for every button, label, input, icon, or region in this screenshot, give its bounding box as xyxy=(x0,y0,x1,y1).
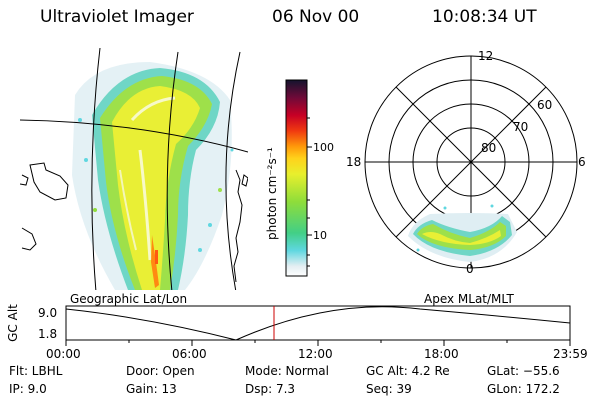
alt-tick-top: 9.0 xyxy=(38,306,58,320)
time-tick-1200: 12:00 xyxy=(298,347,333,361)
mlt-label-6: 6 xyxy=(578,155,586,169)
apex-caption: Apex MLat/MLT xyxy=(424,292,514,306)
aurora-arc-geographic xyxy=(72,62,234,290)
coastline-outlines xyxy=(20,162,248,283)
time-tick-2359: 23:59 xyxy=(553,347,588,361)
gain-info: Gain: 13 xyxy=(126,382,177,396)
mlt-label-18: 18 xyxy=(346,155,361,169)
geographic-image xyxy=(20,47,248,290)
lat-label-60: 60 xyxy=(537,98,552,112)
lat-label-80: 80 xyxy=(481,141,496,155)
time-tick-1800: 18:00 xyxy=(424,347,459,361)
color-bar xyxy=(285,79,312,277)
ip-info: IP: 9.0 xyxy=(9,382,47,396)
aurora-oval-polar xyxy=(408,204,517,262)
altitude-plot xyxy=(65,305,571,346)
colorbar-unit-label: photon cm⁻²s⁻¹ xyxy=(265,147,279,240)
door-info: Door: Open xyxy=(126,364,195,378)
mode-info: Mode: Normal xyxy=(245,364,329,378)
geographic-caption: Geographic Lat/Lon xyxy=(70,292,188,306)
alt-axis-label: GC Alt xyxy=(5,304,20,342)
time-label: 10:08:34 UT xyxy=(432,7,537,27)
dsp-info: Dsp: 7.3 xyxy=(245,382,296,396)
polar-plot xyxy=(364,55,578,269)
colorbar-tick-100: 100 xyxy=(313,141,334,154)
mlt-label-0: 0 xyxy=(466,262,474,276)
date-label: 06 Nov 00 xyxy=(272,7,360,27)
glon-info: GLon: 172.2 xyxy=(487,382,560,396)
time-tick-0000: 00:00 xyxy=(46,347,81,361)
alt-tick-bottom: 1.8 xyxy=(38,327,58,341)
geographic-grid xyxy=(20,47,248,290)
gc-alt-info: GC Alt: 4.2 Re xyxy=(366,364,450,378)
colorbar-tick-10: 10 xyxy=(313,229,327,242)
glat-info: GLat: −55.6 xyxy=(487,364,560,378)
mlt-label-12: 12 xyxy=(478,49,493,63)
instrument-title: Ultraviolet Imager xyxy=(40,7,194,27)
seq-info: Seq: 39 xyxy=(366,382,412,396)
time-tick-0600: 06:00 xyxy=(172,347,207,361)
lat-label-70: 70 xyxy=(513,120,528,134)
filter-info: Flt: LBHL xyxy=(9,364,63,378)
